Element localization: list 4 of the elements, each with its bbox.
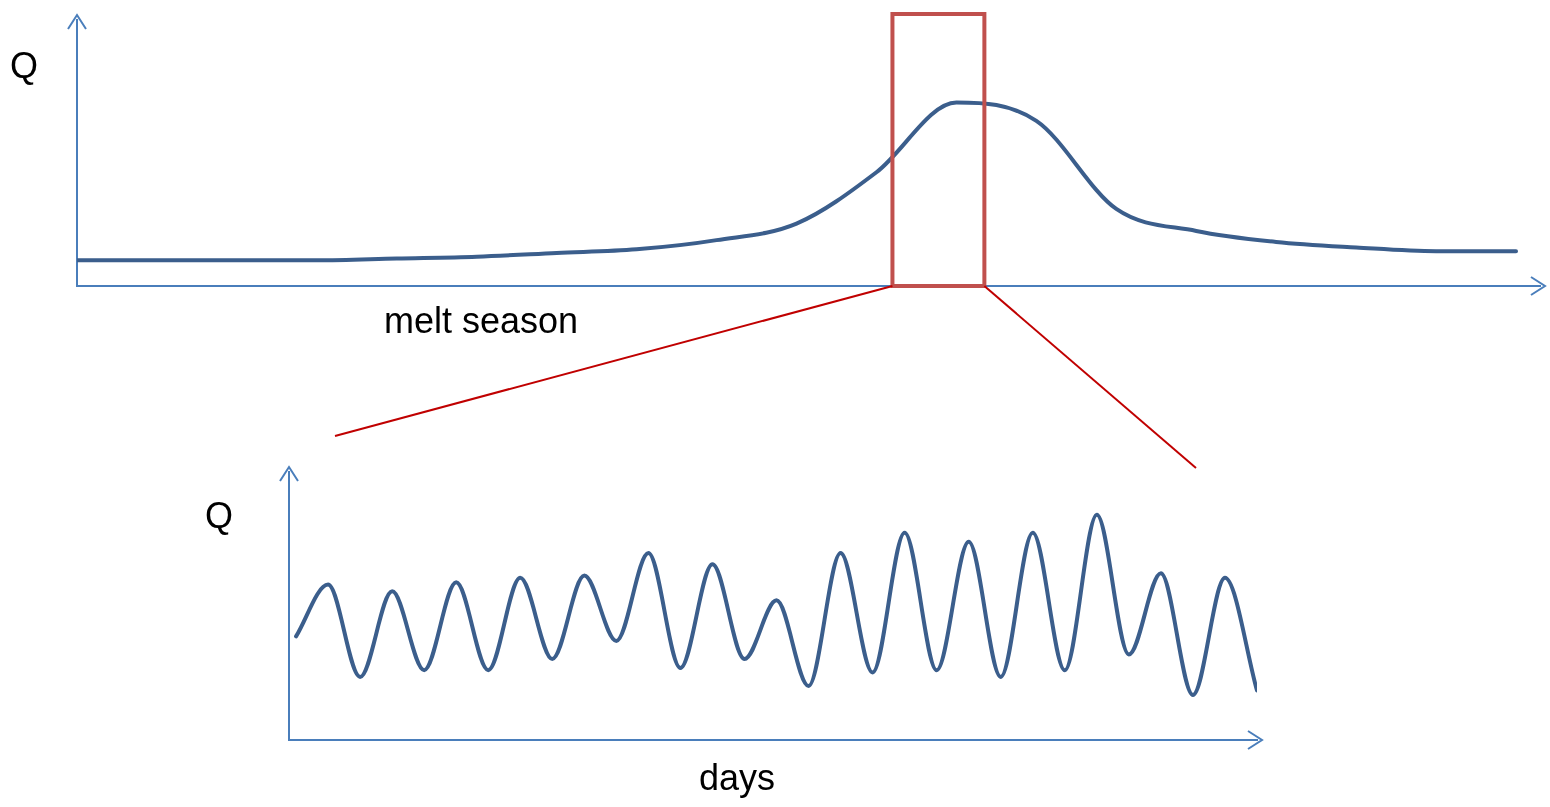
y-axis-title: Q: [9, 44, 39, 86]
x-axis-title: days: [698, 756, 776, 798]
y-axis-title: Q: [204, 494, 234, 536]
x-axis-title: melt season: [383, 299, 579, 341]
